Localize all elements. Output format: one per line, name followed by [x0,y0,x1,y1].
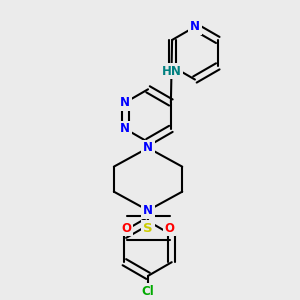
Text: N: N [120,96,130,109]
Text: Cl: Cl [142,285,154,298]
Text: O: O [122,221,132,235]
Text: HN: HN [162,65,182,78]
Text: N: N [120,122,130,135]
Text: N: N [143,204,153,217]
Text: S: S [143,221,153,235]
Text: O: O [164,221,175,235]
Text: N: N [143,141,153,154]
Text: N: N [190,20,200,33]
